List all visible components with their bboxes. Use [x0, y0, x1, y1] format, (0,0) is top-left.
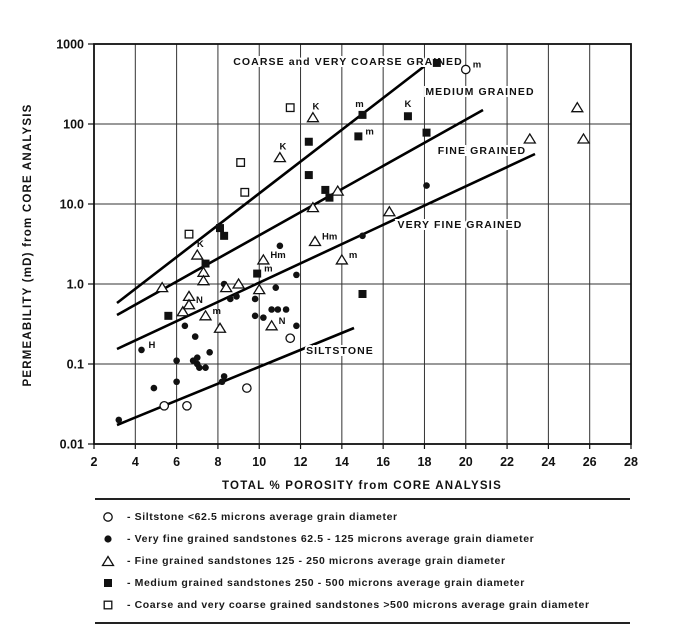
legend-item-fine: - Fine grained sandstones 125 - 250 micr… [95, 550, 630, 572]
legend-label: - Fine grained sandstones 125 - 250 micr… [127, 555, 506, 567]
svg-text:H: H [149, 340, 156, 351]
legend-top-rule [95, 498, 630, 500]
svg-text:26: 26 [583, 455, 597, 469]
open-square-icon [95, 599, 121, 611]
svg-text:Hm: Hm [322, 231, 337, 242]
svg-text:SILTSTONE: SILTSTONE [306, 345, 374, 357]
svg-text:K: K [279, 142, 286, 153]
legend-item-very-fine: - Very fine grained sandstones 62.5 - 12… [95, 528, 630, 550]
svg-text:10: 10 [252, 455, 266, 469]
svg-text:Hm: Hm [270, 250, 285, 261]
filled-square-icon [95, 577, 121, 589]
svg-text:N: N [196, 295, 203, 306]
svg-text:14: 14 [335, 455, 349, 469]
svg-text:m: m [365, 126, 373, 137]
legend-item-coarse: - Coarse and very coarse grained sandsto… [95, 594, 630, 616]
filled-circle-icon [95, 533, 121, 545]
svg-text:6: 6 [173, 455, 180, 469]
svg-text:m: m [349, 250, 357, 261]
svg-text:VERY FINE GRAINED: VERY FINE GRAINED [398, 219, 523, 231]
svg-text:100: 100 [63, 118, 84, 132]
svg-text:12: 12 [294, 455, 308, 469]
y-axis-label: PERMEABILITY (mD) from CORE ANALYSIS [22, 103, 34, 387]
svg-text:4: 4 [132, 455, 139, 469]
svg-text:K: K [312, 102, 319, 113]
svg-text:m: m [213, 306, 221, 317]
svg-text:28: 28 [624, 455, 638, 469]
svg-text:22: 22 [500, 455, 514, 469]
svg-text:0.01: 0.01 [60, 438, 84, 452]
legend-item-siltstone: - Siltstone <62.5 microns average grain … [95, 506, 630, 528]
plot-frame [93, 43, 632, 445]
svg-text:COARSE and VERY COARSE GRAINED: COARSE and VERY COARSE GRAINED [233, 56, 463, 68]
svg-text:K: K [197, 239, 204, 250]
svg-text:16: 16 [376, 455, 390, 469]
open-triangle-icon [95, 555, 121, 567]
x-axis-label: TOTAL % POROSITY from CORE ANALYSIS [222, 480, 502, 492]
legend: - Siltstone <62.5 microns average grain … [95, 498, 630, 624]
legend-bottom-rule [95, 622, 630, 624]
svg-text:0.1: 0.1 [67, 358, 84, 372]
legend-label: - Coarse and very coarse grained sandsto… [127, 599, 590, 611]
svg-text:1000: 1000 [56, 38, 84, 52]
svg-text:FINE GRAINED: FINE GRAINED [438, 145, 526, 157]
svg-text:1.0: 1.0 [67, 278, 84, 292]
svg-text:10.0: 10.0 [60, 198, 84, 212]
svg-text:20: 20 [459, 455, 473, 469]
permeability-porosity-chart: 2 4 6 8 10 12 14 16 18 20 22 24 26 280.010.11.010.010… [56, 38, 638, 493]
svg-text:N: N [279, 316, 286, 327]
legend-label: - Siltstone <62.5 microns average grain … [127, 511, 398, 523]
open-circle-icon [95, 511, 121, 523]
svg-text:18: 18 [418, 455, 432, 469]
svg-text:MEDIUM GRAINED: MEDIUM GRAINED [425, 86, 534, 98]
svg-text:2: 2 [91, 455, 98, 469]
svg-text:8: 8 [214, 455, 221, 469]
legend-items: - Siltstone <62.5 microns average grain … [95, 506, 630, 616]
svg-text:m: m [473, 60, 481, 71]
trend-lines: COARSE and VERY COARSE GRAINED MEDIUM GRA… [116, 54, 536, 427]
legend-label: - Very fine grained sandstones 62.5 - 12… [127, 533, 535, 545]
axis-ticks: 2 4 6 8 10 12 14 16 18 20 22 24 26 280.010.11.010.010… [56, 38, 638, 470]
legend-item-medium: - Medium grained sandstones 250 - 500 mi… [95, 572, 630, 594]
data-points: m H N Km Hm N K K Hm m m m m K [115, 58, 591, 424]
svg-text:24: 24 [541, 455, 555, 469]
svg-text:m: m [355, 99, 363, 110]
legend-label: - Medium grained sandstones 250 - 500 mi… [127, 577, 525, 589]
svg-text:K: K [405, 99, 412, 110]
svg-text:m: m [264, 264, 272, 275]
